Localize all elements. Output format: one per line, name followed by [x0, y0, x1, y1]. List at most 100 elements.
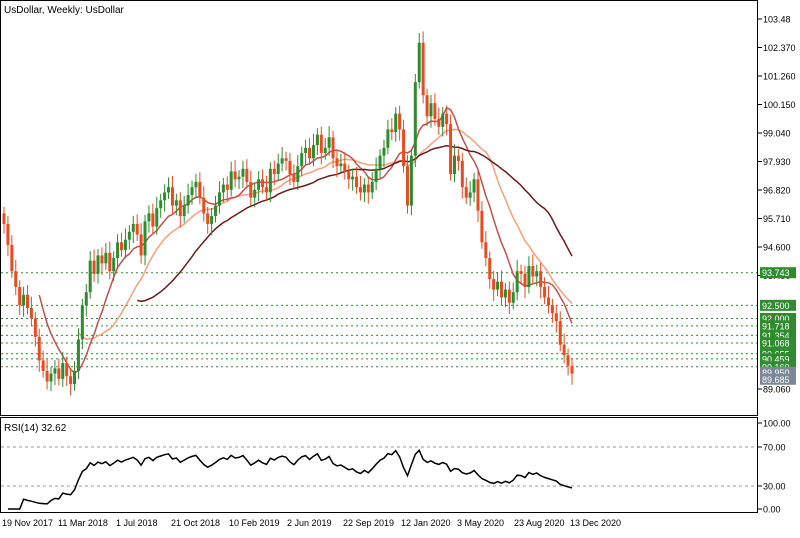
candle	[6, 215, 10, 257]
candle	[519, 264, 523, 284]
candle	[76, 328, 80, 380]
candle	[515, 259, 519, 301]
candle	[22, 286, 26, 317]
candle	[37, 328, 41, 372]
candle	[170, 175, 174, 214]
time-label: 23 Aug 2020	[514, 518, 565, 528]
candle	[198, 172, 202, 205]
svg-text:100.150: 100.150	[763, 100, 796, 110]
candle	[108, 241, 112, 280]
time-label: 11 Mar 2018	[58, 518, 108, 528]
candle	[280, 147, 284, 172]
candle	[374, 157, 378, 191]
candle	[26, 285, 30, 315]
candle	[315, 128, 319, 155]
time-label: 19 Nov 2017	[2, 518, 53, 528]
candle	[445, 105, 449, 136]
candle	[531, 254, 535, 285]
candle	[535, 264, 539, 287]
price-tick: 89.060	[758, 385, 791, 395]
price-tick: 99.040	[758, 129, 791, 139]
candle	[127, 225, 131, 250]
candle	[452, 144, 456, 183]
price-tags: 93.74392.50092.00091.71891.35491.06890.6…	[760, 267, 796, 385]
candle	[49, 367, 53, 392]
candle	[460, 152, 464, 199]
candle	[61, 351, 65, 388]
time-label: 1 Jul 2018	[116, 518, 158, 528]
price-tag: 90.459	[760, 353, 796, 365]
candle	[80, 298, 84, 350]
candle	[237, 170, 241, 190]
price-tag: 92.000	[760, 312, 796, 324]
candle	[29, 296, 33, 327]
time-label: 22 Sep 2019	[343, 518, 394, 528]
candle	[480, 201, 484, 249]
candle	[496, 271, 500, 297]
svg-text:101.260: 101.260	[763, 72, 796, 82]
svg-text:93.743: 93.743	[762, 268, 790, 278]
chart-title: UsDollar, Weekly: UsDollar	[4, 5, 125, 16]
price-tick: 101.260	[758, 72, 796, 82]
candle	[543, 277, 547, 305]
candle	[257, 171, 261, 202]
candle	[147, 205, 151, 233]
price-tick: 94.600	[758, 243, 791, 253]
candle	[405, 154, 409, 214]
candle	[527, 256, 531, 294]
candle	[417, 33, 421, 89]
candle	[167, 177, 171, 199]
rsi-tick: 30.00	[758, 482, 786, 492]
candle	[53, 360, 57, 385]
candle	[499, 270, 503, 306]
candle	[229, 161, 233, 197]
price-tick: 95.710	[758, 214, 791, 224]
candle	[492, 270, 496, 301]
candle	[507, 281, 511, 315]
candle	[554, 305, 558, 333]
rsi-tick: 70.00	[758, 443, 786, 453]
candle	[159, 193, 163, 218]
candle	[182, 195, 186, 223]
candle	[394, 107, 398, 142]
candle	[304, 139, 308, 165]
candle	[558, 311, 562, 352]
candle	[245, 159, 249, 189]
candle	[437, 107, 441, 135]
svg-text:0.00: 0.00	[763, 505, 781, 515]
candle	[382, 139, 386, 167]
candle	[112, 251, 116, 281]
candle	[308, 138, 312, 165]
price-tick: 97.930	[758, 157, 791, 167]
candle	[131, 215, 135, 244]
candle	[296, 154, 300, 191]
rsi-axis: 100.00 70.00 30.00 0.00	[758, 419, 791, 515]
candles	[2, 31, 574, 396]
candle	[347, 164, 351, 190]
candle	[331, 130, 335, 169]
candle	[88, 250, 92, 299]
candle	[214, 195, 218, 223]
price-tag: 91.718	[760, 320, 796, 332]
candle	[84, 284, 88, 317]
rsi-panel-frame	[0, 417, 758, 513]
candle	[323, 138, 327, 160]
svg-text:100.00: 100.00	[763, 419, 791, 429]
time-label: 3 May 2020	[457, 518, 504, 528]
svg-text:91.354: 91.354	[762, 331, 790, 341]
candle	[503, 283, 507, 308]
time-label: 10 Feb 2019	[229, 518, 280, 528]
time-label: 12 Jan 2020	[401, 518, 451, 528]
price-tag: 92.500	[760, 299, 796, 311]
candle	[292, 164, 296, 189]
candle	[65, 356, 69, 386]
candle	[370, 172, 374, 199]
price-tick: 103.48	[758, 15, 791, 25]
svg-text:97.930: 97.930	[763, 157, 791, 167]
candle	[311, 133, 315, 167]
candle	[488, 251, 492, 289]
candle	[100, 247, 104, 275]
candle	[57, 358, 61, 386]
svg-text:90.459: 90.459	[762, 354, 790, 364]
